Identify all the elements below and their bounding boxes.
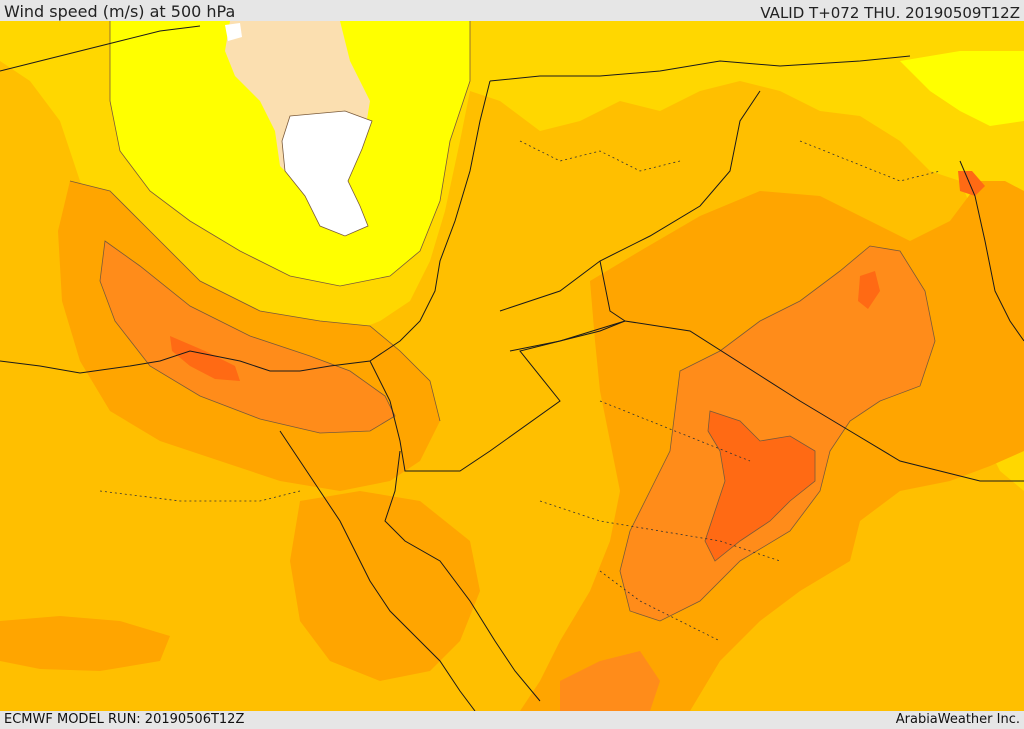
coastline-gulf: [959, 160, 1024, 342]
map-header: Wind speed (m/s) at 500 hPa VALID T+072 …: [0, 0, 1024, 22]
field-band-max-west: [170, 336, 240, 381]
coastline-mediterranean: [0, 80, 491, 374]
contour-line: [99, 240, 396, 434]
field-band-higher-west: [100, 241, 395, 433]
field-band-high-sw: [0, 616, 170, 671]
coastline-turkey: [0, 25, 201, 72]
contour-line: [69, 180, 441, 422]
admin-boundary: [599, 570, 721, 642]
field-band-light-ne: [900, 51, 1024, 126]
contour-line: [619, 245, 936, 622]
field-band-max-east: [705, 411, 815, 561]
field-band-max-ne2: [958, 171, 985, 196]
field-band-high-south: [290, 491, 480, 681]
field-band-higher-east: [620, 246, 935, 621]
valid-time: VALID T+072 THU. 20190509T12Z: [760, 4, 1020, 22]
admin-boundaries: [99, 140, 941, 642]
contour-line: [109, 21, 471, 287]
map-footer: ECMWF MODEL RUN: 20190506T12Z ArabiaWeat…: [0, 711, 1024, 729]
contour-line: [704, 410, 816, 562]
border-line: [509, 320, 626, 352]
admin-boundary: [539, 500, 781, 562]
model-run-label: ECMWF MODEL RUN: 20190506T12Z: [4, 712, 245, 727]
field-band-higher-south: [560, 651, 660, 711]
field-band-very-low: [282, 111, 372, 236]
border-line: [499, 90, 761, 312]
map-title: Wind speed (m/s) at 500 hPa: [4, 2, 236, 21]
weather-map: [0, 21, 1024, 711]
admin-boundary: [99, 490, 301, 502]
contour-lines: [69, 21, 936, 622]
border-line: [599, 260, 626, 322]
field-band-max-ne: [858, 271, 880, 309]
coastline-red-sea: [279, 430, 476, 711]
coastline-red-sea-east: [384, 450, 541, 702]
admin-boundary: [799, 140, 941, 182]
coastlines: [0, 25, 1024, 711]
border-line: [489, 55, 911, 82]
contour-line: [281, 110, 373, 237]
field-band-very-low-small: [225, 23, 242, 41]
brand-label: ArabiaWeather Inc.: [895, 712, 1020, 727]
admin-boundary: [519, 140, 681, 172]
admin-boundary: [599, 400, 751, 462]
